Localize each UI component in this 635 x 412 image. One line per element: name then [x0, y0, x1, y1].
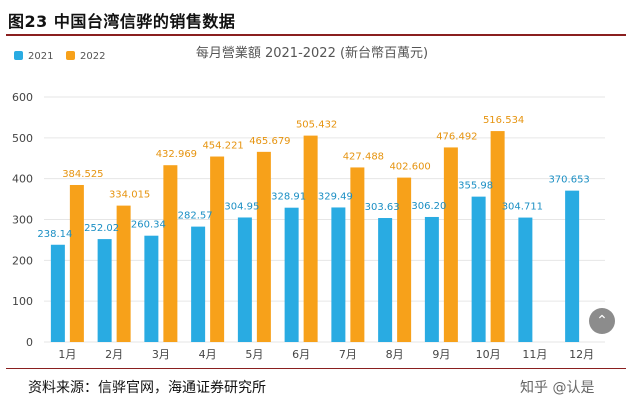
data-label-2021-6月: 328.91 [271, 192, 306, 203]
bars [50, 131, 580, 342]
data-label-2022-1月: 384.525 [62, 169, 103, 180]
x-tick-label: 12月 [569, 348, 594, 361]
bar-2021-12月 [565, 190, 580, 342]
y-tick-label: 0 [26, 336, 33, 349]
data-label-2022-10月: 516.534 [483, 115, 524, 126]
x-tick-label: 7月 [339, 348, 357, 361]
bar-2022-1月 [69, 184, 84, 342]
y-tick-label: 400 [12, 173, 33, 186]
bar-chart: 2021 2022 每月營業額 2021-2022 (新台幣百萬元) 0 100 20… [12, 45, 605, 361]
x-tick-label: 2月 [105, 348, 123, 361]
data-label-2022-3月: 432.969 [156, 149, 197, 160]
x-tick-label: 8月 [386, 348, 404, 361]
bar-2022-9月 [443, 147, 458, 342]
bar-2021-3月 [144, 235, 159, 342]
data-label-2021-8月: 303.63 [365, 202, 400, 213]
bar-2021-5月 [237, 217, 252, 342]
bar-2022-3月 [163, 165, 178, 342]
data-label-2021-11月: 304.711 [502, 202, 543, 213]
watermark: 知乎 @认是 [520, 380, 595, 396]
data-label-2021-10月: 355.98 [458, 181, 493, 192]
data-label-2022-5月: 465.679 [249, 136, 290, 147]
bar-2022-2月 [116, 205, 131, 342]
x-tick-label: 3月 [152, 348, 170, 361]
data-label-2022-8月: 402.600 [389, 162, 430, 173]
legend-label-2021: 2021 [28, 51, 53, 62]
legend-swatch-2022 [66, 51, 75, 60]
data-label-2021-4月: 282.57 [178, 211, 213, 222]
x-axis: 1月 2月 3月 4月 5月 6月 7月 8月 9月 10月 11月 12月 [58, 348, 594, 361]
y-tick-label: 600 [12, 91, 33, 104]
title-rule [6, 34, 626, 36]
source-rule [6, 368, 626, 369]
y-tick-label: 500 [12, 132, 33, 145]
bar-2021-8月 [378, 218, 393, 342]
x-tick-label: 1月 [58, 348, 76, 361]
data-label-2021-7月: 329.49 [318, 191, 353, 202]
data-label-2022-9月: 476.492 [436, 131, 477, 142]
chart-grid [44, 96, 605, 343]
y-tick-label: 200 [12, 254, 33, 267]
data-label-2022-2月: 334.015 [109, 190, 150, 201]
bar-2021-11月 [518, 217, 533, 342]
bar-2022-4月 [210, 156, 225, 342]
chart-title: 每月營業額 2021-2022 (新台幣百萬元) [196, 45, 428, 61]
bar-2021-1月 [50, 244, 65, 342]
legend-swatch-2021 [14, 51, 23, 60]
bar-2022-7月 [350, 167, 365, 342]
bar-2022-8月 [397, 177, 412, 342]
chevron-up-icon[interactable]: ⌃ [589, 308, 615, 334]
bar-2022-5月 [256, 151, 271, 342]
bar-2022-6月 [303, 135, 318, 342]
y-tick-label: 300 [12, 214, 33, 227]
x-tick-label: 10月 [476, 348, 501, 361]
data-label-2021-5月: 304.95 [224, 201, 259, 212]
y-axis: 0 100 200 300 400 500 600 [12, 91, 33, 349]
x-tick-label: 4月 [199, 348, 217, 361]
legend-label-2022: 2022 [80, 51, 105, 62]
y-tick-label: 100 [12, 295, 33, 308]
bar-2021-2月 [97, 239, 112, 342]
x-tick-label: 6月 [292, 348, 310, 361]
source-note: 资料来源：信骅官网，海通证券研究所 [28, 380, 266, 396]
data-label-2022-7月: 427.488 [343, 151, 384, 162]
bar-2021-9月 [424, 216, 439, 342]
bar-2021-4月 [191, 226, 206, 342]
bar-2021-7月 [331, 207, 346, 342]
data-labels: 238.14 384.525 252.02 334.015 260.34 432.969 2… [37, 115, 589, 240]
data-label-2022-4月: 454.221 [202, 141, 243, 152]
data-label-2022-6月: 505.432 [296, 120, 337, 131]
bar-2022-10月 [490, 131, 505, 342]
chart-legend: 2021 2022 [14, 51, 105, 62]
x-tick-label: 5月 [245, 348, 263, 361]
data-label-2021-3月: 260.34 [131, 220, 166, 231]
x-tick-label: 9月 [432, 348, 450, 361]
bar-2021-6月 [284, 207, 299, 342]
data-label-2021-1月: 238.14 [37, 229, 72, 240]
data-label-2021-9月: 306.20 [411, 201, 446, 212]
bar-2021-10月 [471, 196, 486, 342]
data-label-2021-12月: 370.653 [548, 175, 589, 186]
data-label-2021-2月: 252.02 [84, 223, 119, 234]
x-tick-label: 11月 [522, 348, 547, 361]
figure-title: 图23 中国台湾信骅的销售数据 [8, 12, 236, 31]
